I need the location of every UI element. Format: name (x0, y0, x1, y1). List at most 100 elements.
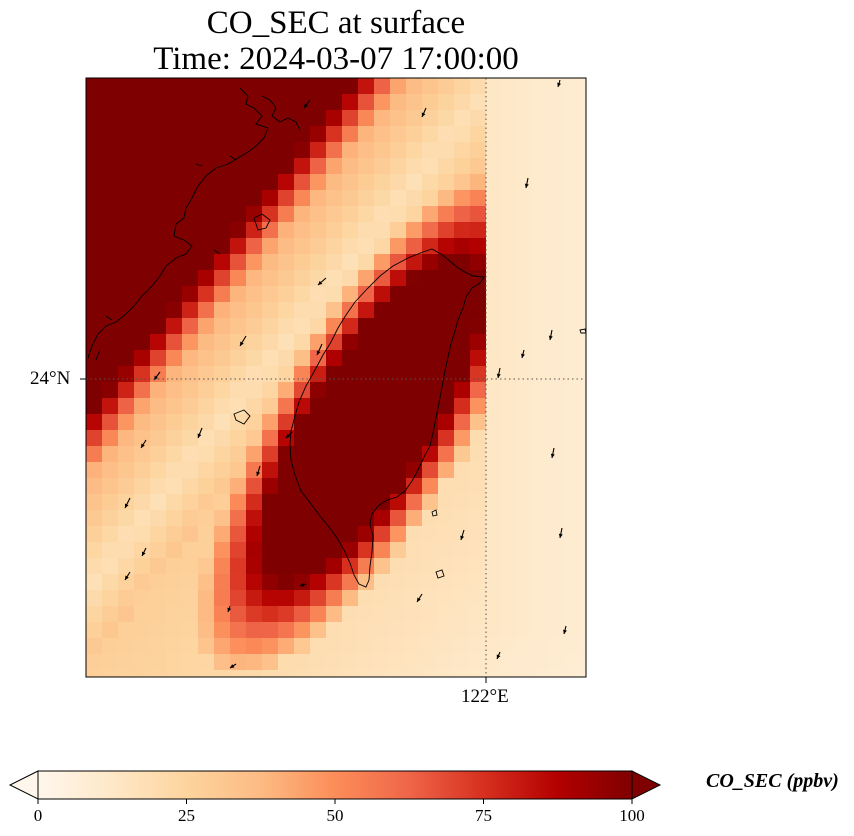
field-cell (150, 590, 167, 607)
field-cell (518, 606, 535, 623)
field-cell (198, 222, 215, 239)
field-cell (326, 158, 343, 175)
field-cell (310, 126, 327, 143)
field-cell (390, 606, 407, 623)
field-cell (374, 190, 391, 207)
field-cell (134, 494, 151, 511)
field-cell (166, 318, 183, 335)
field-cell (390, 654, 407, 671)
field-cell (326, 446, 343, 463)
field-cell (550, 510, 567, 527)
field-cell (358, 542, 375, 559)
field-cell (262, 654, 279, 671)
field-cell (102, 430, 119, 447)
field-cell (230, 350, 247, 367)
field-cell (134, 142, 151, 159)
field-cell (566, 94, 583, 111)
field-cell (230, 206, 247, 223)
field-cell (230, 590, 247, 607)
field-cell (566, 558, 583, 575)
field-cell (550, 462, 567, 479)
field-cell (566, 606, 583, 623)
field-cell (422, 254, 439, 271)
field-cell (214, 430, 231, 447)
field-cell (118, 382, 135, 399)
field-cell (406, 574, 423, 591)
field-cell (198, 574, 215, 591)
field-cell (182, 606, 199, 623)
field-cell (262, 542, 279, 559)
field-cell (326, 110, 343, 127)
colorbar-title: CO_SEC (ppbv) (706, 770, 839, 792)
field-cell (374, 382, 391, 399)
field-cell (102, 654, 119, 671)
field-cell (86, 430, 103, 447)
field-cell (550, 670, 567, 677)
field-cell (390, 382, 407, 399)
field-cell (150, 222, 167, 239)
field-cell (310, 430, 327, 447)
gridlines (86, 78, 586, 677)
field-cell (406, 542, 423, 559)
field-cell (470, 430, 487, 447)
field-cell (310, 174, 327, 191)
field-cell (326, 382, 343, 399)
field-cell (534, 238, 551, 255)
field-cell (182, 318, 199, 335)
field-cell (550, 574, 567, 591)
field-cell (230, 446, 247, 463)
field-cell (230, 542, 247, 559)
field-cell (118, 622, 135, 639)
field-cell (486, 510, 503, 527)
field-cell (374, 142, 391, 159)
field-cell (310, 414, 327, 431)
field-cell (182, 158, 199, 175)
field-cell (182, 542, 199, 559)
field-cell (278, 78, 295, 95)
field-cell (310, 158, 327, 175)
field-cell (518, 414, 535, 431)
field-cell (278, 206, 295, 223)
map-frame (85, 77, 587, 678)
field-cell (406, 510, 423, 527)
field-cell (438, 350, 455, 367)
field-cell (470, 222, 487, 239)
field-cell (326, 350, 343, 367)
field-cell (86, 286, 103, 303)
island (95, 155, 237, 361)
field-cell (518, 494, 535, 511)
field-cell (550, 334, 567, 351)
field-cell (214, 638, 231, 655)
field-cell (486, 334, 503, 351)
field-cell (502, 126, 519, 143)
field-cell (246, 318, 263, 335)
field-cell (326, 478, 343, 495)
wind-arrow (303, 99, 311, 109)
field-cell (326, 190, 343, 207)
field-cell (502, 366, 519, 383)
field-cell (182, 206, 199, 223)
field-cell (118, 558, 135, 575)
field-cell (486, 222, 503, 239)
field-cell (342, 254, 359, 271)
field-cell (198, 126, 215, 143)
field-cell (294, 398, 311, 415)
field-cell (86, 190, 103, 207)
wind-arrow (317, 277, 327, 286)
field-cell (198, 398, 215, 415)
field-cell (118, 318, 135, 335)
field-cell (534, 254, 551, 271)
field-cell (246, 174, 263, 191)
field-cell (454, 606, 471, 623)
field-cell (422, 142, 439, 159)
field-cell (374, 590, 391, 607)
field-cell (438, 270, 455, 287)
field-cell (134, 350, 151, 367)
field-cell (518, 622, 535, 639)
field-cell (214, 654, 231, 671)
field-cell (150, 158, 167, 175)
field-cell (582, 206, 586, 223)
field-cell (566, 494, 583, 511)
field-cell (582, 622, 586, 639)
field-cell (150, 430, 167, 447)
